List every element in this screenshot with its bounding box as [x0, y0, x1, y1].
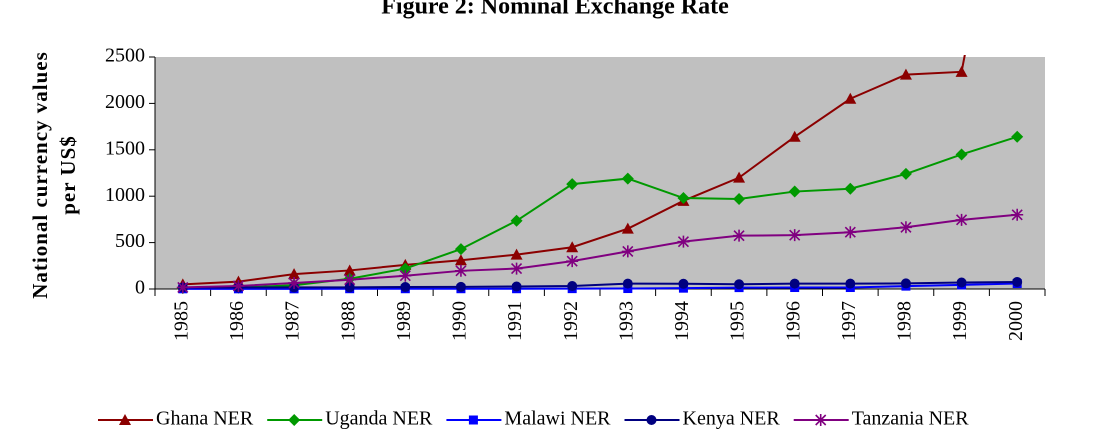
legend-marker — [814, 414, 827, 426]
data-point — [510, 248, 523, 260]
legend-label: Ghana NER — [156, 408, 254, 430]
x-tick-label: 1988 — [337, 301, 359, 341]
data-point — [510, 214, 523, 227]
data-point — [677, 235, 690, 248]
x-tick-label: 1995 — [727, 301, 749, 341]
legend-label: Malawi NER — [504, 408, 611, 430]
series-line — [182, 280, 1018, 289]
data-point — [343, 264, 356, 276]
data-point — [1012, 276, 1023, 287]
series-line — [182, 213, 1018, 289]
data-point — [400, 282, 411, 293]
series-line — [182, 55, 966, 286]
data-point — [566, 178, 579, 191]
legend-marker — [288, 414, 301, 426]
data-point — [399, 262, 412, 275]
x-tick-label: 2000 — [1005, 301, 1027, 341]
data-point — [677, 192, 690, 205]
data-point — [733, 192, 746, 205]
data-point — [621, 245, 634, 258]
data-point — [678, 278, 689, 289]
chart-title: Figure 2: Nominal Exchange Rate — [381, 0, 729, 20]
y-tick-label: 0 — [135, 277, 145, 299]
y-tick-label: 2500 — [105, 45, 145, 67]
data-point — [788, 130, 801, 142]
data-point — [621, 172, 634, 185]
x-tick-label: 1999 — [949, 301, 971, 341]
y-tick-label: 1500 — [105, 137, 145, 159]
data-point — [343, 273, 356, 286]
data-point — [788, 229, 801, 242]
legend-label: Uganda NER — [325, 408, 433, 430]
data-point — [899, 221, 912, 234]
data-point — [900, 278, 911, 289]
data-point — [733, 229, 746, 242]
x-tick-label: 1998 — [894, 301, 916, 341]
x-tick-label: 1993 — [615, 301, 637, 341]
series-group — [176, 55, 1024, 295]
data-point — [956, 277, 967, 288]
data-point — [566, 241, 579, 253]
data-point — [899, 68, 912, 80]
data-point — [622, 278, 633, 289]
data-point — [844, 182, 857, 195]
data-point — [955, 148, 968, 161]
data-point — [1011, 130, 1024, 143]
data-point — [733, 171, 746, 183]
data-point — [399, 269, 412, 282]
data-point — [845, 278, 856, 289]
data-point — [344, 282, 355, 293]
x-tick-label: 1989 — [393, 301, 415, 341]
x-tick-label: 1986 — [226, 301, 248, 341]
x-tick-label: 1992 — [560, 301, 582, 341]
y-axis-label: per US$ — [56, 135, 80, 215]
data-point — [789, 278, 800, 289]
y-tick-label: 500 — [115, 230, 145, 252]
x-tick-label: 1997 — [838, 301, 860, 341]
x-tick-label: 1990 — [449, 301, 471, 341]
legend-marker — [119, 414, 131, 425]
data-point — [455, 281, 466, 292]
data-point — [844, 226, 857, 239]
data-point — [454, 264, 467, 277]
legend-marker — [646, 415, 657, 425]
data-point — [788, 185, 801, 198]
x-tick-label: 1991 — [504, 301, 526, 341]
data-point — [510, 262, 523, 275]
y-axis-label: National currency values — [28, 51, 52, 299]
data-point — [288, 277, 301, 290]
data-point — [621, 222, 634, 234]
x-tick-label: 1987 — [282, 301, 304, 341]
x-tick-label: 1985 — [170, 301, 192, 341]
data-point — [1011, 208, 1024, 221]
y-tick-label: 2000 — [105, 91, 145, 113]
data-point — [955, 65, 968, 77]
data-point — [734, 279, 745, 290]
data-point — [955, 213, 968, 226]
plot-area — [155, 57, 1045, 289]
x-tick-label: 1996 — [782, 301, 804, 341]
x-tick-label: 1994 — [671, 301, 693, 341]
data-point — [454, 254, 467, 266]
data-point — [454, 243, 467, 256]
series-line — [182, 282, 1018, 290]
data-point — [844, 92, 857, 104]
data-point — [566, 255, 579, 268]
legend-label: Tanzania NER — [852, 408, 970, 430]
legend-marker — [468, 415, 478, 425]
data-point — [567, 281, 578, 292]
data-point — [511, 281, 522, 292]
data-point — [176, 281, 189, 294]
y-tick-label: 1000 — [105, 184, 145, 206]
data-point — [288, 268, 301, 280]
legend-label: Kenya NER — [683, 408, 781, 430]
data-point — [899, 167, 912, 180]
data-point — [232, 279, 245, 292]
